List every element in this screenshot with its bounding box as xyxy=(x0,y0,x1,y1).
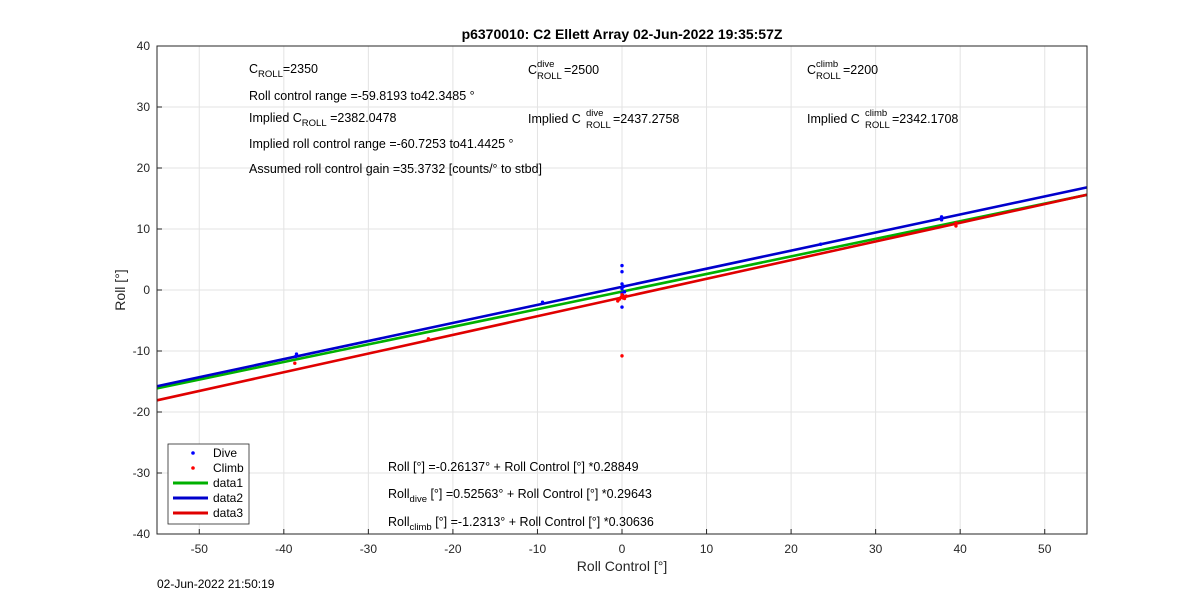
legend-label-data1: data1 xyxy=(213,476,243,490)
x-tick-label: 30 xyxy=(869,542,883,556)
annotation-c-roll-dive-sub: ROLL xyxy=(537,71,562,82)
x-tick-label: 20 xyxy=(784,542,798,556)
chart-title: p6370010: C2 Ellett Array 02-Jun-2022 19… xyxy=(462,26,783,42)
annotation-c-roll-dive: C xyxy=(528,63,537,77)
annotation-implied-c-roll-climb-sup: climb xyxy=(865,108,887,119)
x-tick-label: 0 xyxy=(619,542,626,556)
y-tick-label: -20 xyxy=(133,405,151,419)
annotation-c-roll-climb: C xyxy=(807,63,816,77)
point-dive xyxy=(620,282,624,286)
point-dive xyxy=(620,305,624,309)
legend-label-data3: data3 xyxy=(213,506,243,520)
x-tick-label: 40 xyxy=(954,542,968,556)
x-axis-label: Roll Control [°] xyxy=(577,558,667,574)
x-tick-label: 50 xyxy=(1038,542,1052,556)
point-dive xyxy=(621,284,626,289)
annotation-implied-range: Implied roll control range =-60.7253 to4… xyxy=(249,137,514,151)
point-dive xyxy=(939,215,944,219)
x-tick-label: -40 xyxy=(275,542,293,556)
point-climb xyxy=(426,337,431,341)
annotation-c-roll-climb-value: =2200 xyxy=(843,63,878,77)
annotation-fit-all: Roll [°] =-0.26137° + Roll Control [°] *… xyxy=(388,460,639,474)
legend-marker-dive xyxy=(191,451,195,455)
y-tick-label: -40 xyxy=(133,527,151,541)
annotation-implied-c-roll: Implied CROLL =2382.0478 xyxy=(249,111,397,129)
plot-frame xyxy=(156,45,1088,535)
point-dive xyxy=(620,287,624,291)
annotation-fit-climb: Rollclimb [°] =-1.2313° + Roll Control [… xyxy=(388,515,654,533)
point-dive xyxy=(620,270,624,274)
point-dive xyxy=(622,290,627,294)
x-tick-label: -30 xyxy=(360,542,378,556)
annotation-c-roll-dive-sup: dive xyxy=(537,59,554,70)
y-tick-label: 0 xyxy=(143,283,150,297)
x-tick-label: -20 xyxy=(444,542,462,556)
annotation-c-roll-climb-sub: ROLL xyxy=(816,71,841,82)
point-dive xyxy=(818,242,823,246)
y-tick-labels: -40 -30 -20 -10 0 10 20 30 40 xyxy=(133,39,151,541)
annotation-implied-c-roll-climb-sub: ROLL xyxy=(865,120,890,131)
annotation-implied-c-roll-dive-sub: ROLL xyxy=(586,120,611,131)
point-climb xyxy=(293,361,297,365)
annotation-implied-c-roll-dive-sup: dive xyxy=(586,108,603,119)
point-climb xyxy=(624,294,628,298)
point-climb xyxy=(954,224,958,228)
y-axis-label: Roll [°] xyxy=(112,269,128,310)
point-climb xyxy=(954,221,958,225)
timestamp: 02-Jun-2022 21:50:19 xyxy=(157,577,275,591)
y-tick-label: 40 xyxy=(137,39,151,53)
annotation-implied-c-roll-dive-value: =2437.2758 xyxy=(613,112,679,126)
point-dive xyxy=(540,300,545,304)
x-tick-label: 10 xyxy=(700,542,714,556)
annotation-implied-c-roll-climb-value: =2342.1708 xyxy=(892,112,958,126)
annotation-implied-c-roll-climb: Implied C xyxy=(807,112,860,126)
annotation-fit-dive: Rolldive [°] =0.52563° + Roll Control [°… xyxy=(388,487,652,505)
fit-line-data2 xyxy=(156,186,1088,388)
point-dive xyxy=(620,263,624,268)
x-tick-label: -10 xyxy=(529,542,547,556)
x-tick-labels: -50 -40 -30 -20 -10 0 10 20 30 40 50 xyxy=(191,542,1052,556)
data-points xyxy=(293,215,958,365)
legend-label-data2: data2 xyxy=(213,491,243,505)
legend-label-climb: Climb xyxy=(213,461,244,475)
annotation-c-roll: CROLL=2350 xyxy=(249,62,318,80)
point-climb xyxy=(621,296,625,300)
point-dive xyxy=(939,218,944,222)
y-tick-label: 10 xyxy=(137,222,151,236)
annotation-c-roll-dive-value: =2500 xyxy=(564,63,599,77)
y-tick-label: -30 xyxy=(133,466,151,480)
legend-marker-climb xyxy=(191,466,195,470)
point-climb xyxy=(620,354,624,358)
annotation-gain: Assumed roll control gain =35.3732 [coun… xyxy=(249,162,542,176)
point-dive xyxy=(293,354,298,359)
y-tick-label: -10 xyxy=(133,344,151,358)
y-tick-label: 30 xyxy=(137,100,151,114)
legend-label-dive: Dive xyxy=(213,446,237,460)
annotation-roll-control-range: Roll control range =-59.8193 to42.3485 ° xyxy=(249,89,475,103)
annotation-c-roll-climb-sup: climb xyxy=(816,59,838,70)
y-tick-label: 20 xyxy=(137,161,151,175)
annotation-implied-c-roll-dive: Implied C xyxy=(528,112,581,126)
x-tick-label: -50 xyxy=(191,542,209,556)
